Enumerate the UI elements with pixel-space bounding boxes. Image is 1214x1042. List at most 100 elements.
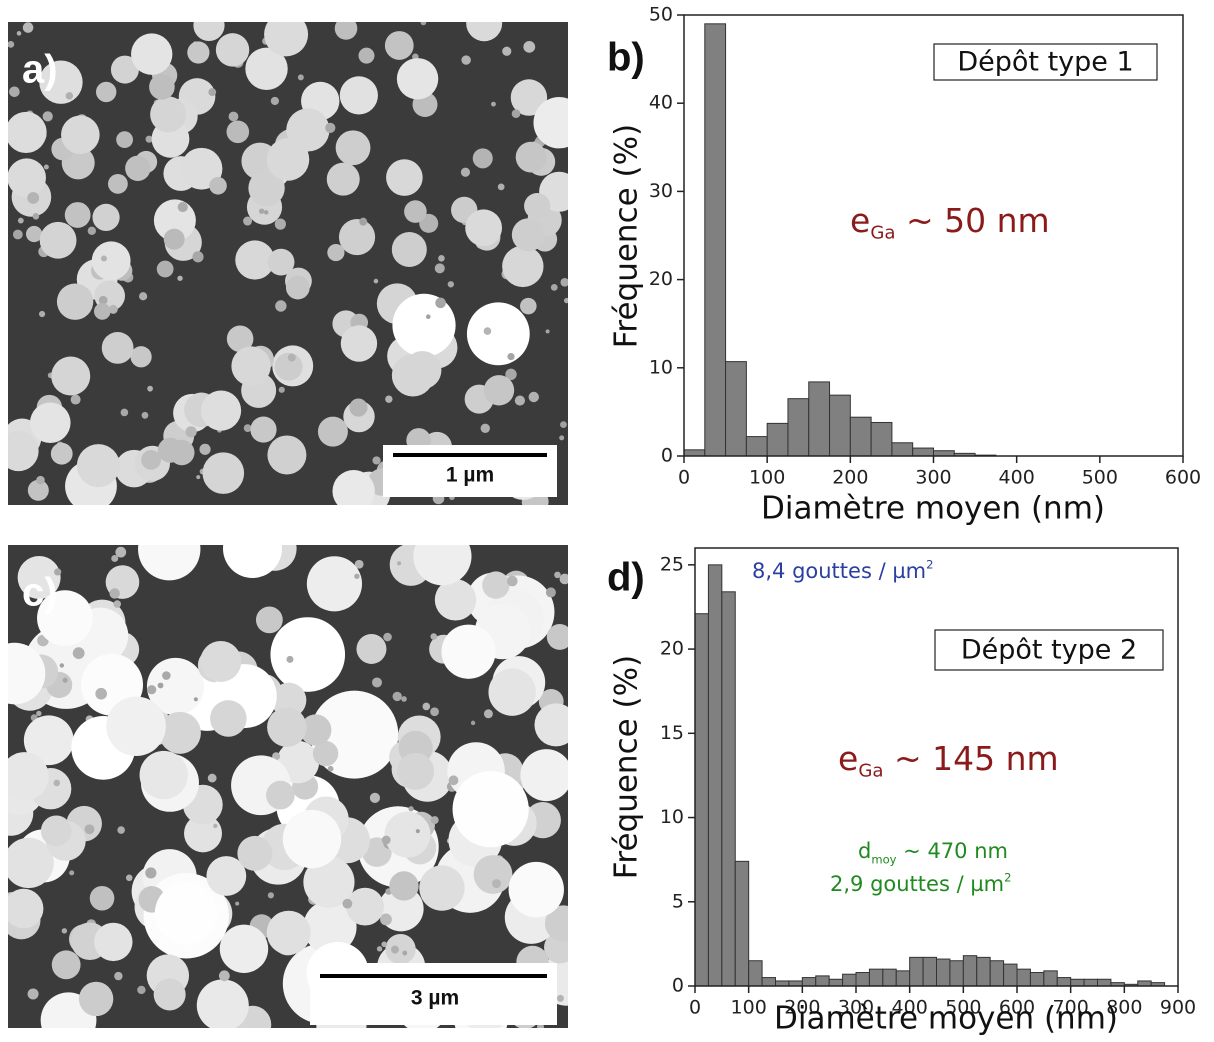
chart-title: Dépôt type 2	[961, 635, 1137, 666]
annotation-part: Ga	[870, 223, 895, 244]
bar	[912, 447, 934, 457]
bar	[933, 450, 955, 457]
x-tick-label: 400	[892, 997, 928, 1019]
bar	[1056, 977, 1072, 987]
particle	[338, 218, 376, 256]
particle	[156, 260, 174, 278]
x-tick-label: 400	[999, 467, 1035, 489]
particle	[154, 882, 218, 945]
annotation: 2,9 gouttes / µm2	[830, 870, 1012, 896]
bar	[1083, 978, 1099, 987]
bar	[704, 23, 727, 457]
particle	[61, 115, 100, 155]
particle	[533, 97, 568, 149]
particle	[109, 588, 120, 599]
particle	[139, 292, 148, 301]
bar	[1043, 970, 1058, 987]
particle	[545, 587, 556, 598]
bar	[870, 421, 893, 457]
x-tick-label: 600	[1165, 467, 1201, 489]
annotation: eGa ~ 145 nm	[838, 739, 1059, 782]
particle	[340, 325, 378, 362]
bar	[745, 436, 768, 457]
particle	[415, 829, 420, 834]
particle	[390, 945, 399, 954]
particle	[473, 855, 513, 894]
particle	[100, 255, 107, 262]
particle	[371, 677, 382, 688]
particle	[106, 696, 166, 757]
sem-particles	[8, 22, 568, 505]
particle	[332, 469, 375, 505]
particle	[413, 545, 472, 586]
particle	[402, 950, 408, 956]
particle	[184, 814, 223, 853]
particle	[245, 47, 288, 90]
particle	[270, 617, 346, 692]
x-tick-label: 600	[999, 997, 1035, 1019]
particle	[524, 192, 551, 220]
particle	[520, 749, 568, 802]
particle	[147, 385, 153, 392]
particle	[145, 867, 157, 879]
particle	[22, 22, 34, 33]
particle	[327, 243, 345, 262]
particle	[42, 111, 53, 122]
bar	[815, 975, 830, 987]
particle	[326, 162, 360, 196]
x-tick-label: 500	[1082, 467, 1118, 489]
particle	[141, 449, 161, 470]
particle	[8, 888, 44, 929]
particle	[59, 663, 65, 668]
particle	[346, 887, 384, 926]
bar	[1029, 972, 1045, 987]
particle	[550, 283, 558, 291]
particle	[215, 33, 250, 67]
bar	[707, 564, 723, 987]
particle	[392, 691, 402, 702]
particle	[61, 928, 68, 934]
particle	[8, 158, 46, 197]
particle	[354, 559, 364, 569]
particle	[285, 275, 310, 300]
particle	[559, 435, 565, 441]
particle	[8, 111, 47, 154]
y-tick-label: 20	[660, 638, 684, 660]
particle	[334, 22, 358, 40]
particle	[69, 870, 75, 876]
particle	[460, 167, 471, 177]
particle	[17, 556, 61, 600]
particle	[356, 633, 387, 664]
particle	[226, 325, 254, 353]
particle	[358, 47, 375, 64]
particle	[210, 700, 247, 737]
bar	[788, 980, 803, 987]
particle	[93, 303, 111, 320]
bar	[922, 956, 937, 987]
particle	[200, 640, 242, 682]
particle	[8, 752, 49, 801]
particle	[223, 545, 282, 578]
particle	[207, 773, 217, 783]
scale-bar-label: 3 µm	[411, 987, 459, 1010]
particle	[396, 58, 439, 100]
particle	[17, 217, 24, 224]
particle	[185, 426, 197, 438]
annotation-part: 2,9 gouttes / µm	[830, 872, 1004, 896]
particle	[303, 856, 355, 908]
particle	[243, 216, 253, 226]
particle	[425, 314, 431, 320]
particle	[157, 437, 183, 463]
particle	[470, 720, 476, 726]
particle	[180, 147, 223, 190]
particle	[250, 416, 277, 443]
particle	[383, 632, 392, 642]
x-tick-label: 100	[731, 997, 767, 1019]
particle	[369, 792, 381, 803]
particle	[465, 209, 503, 247]
particle	[272, 752, 281, 761]
particle	[248, 169, 285, 207]
y-tick-label: 0	[661, 445, 673, 467]
particle	[226, 120, 250, 144]
x-tick-label: 900	[1160, 997, 1196, 1019]
